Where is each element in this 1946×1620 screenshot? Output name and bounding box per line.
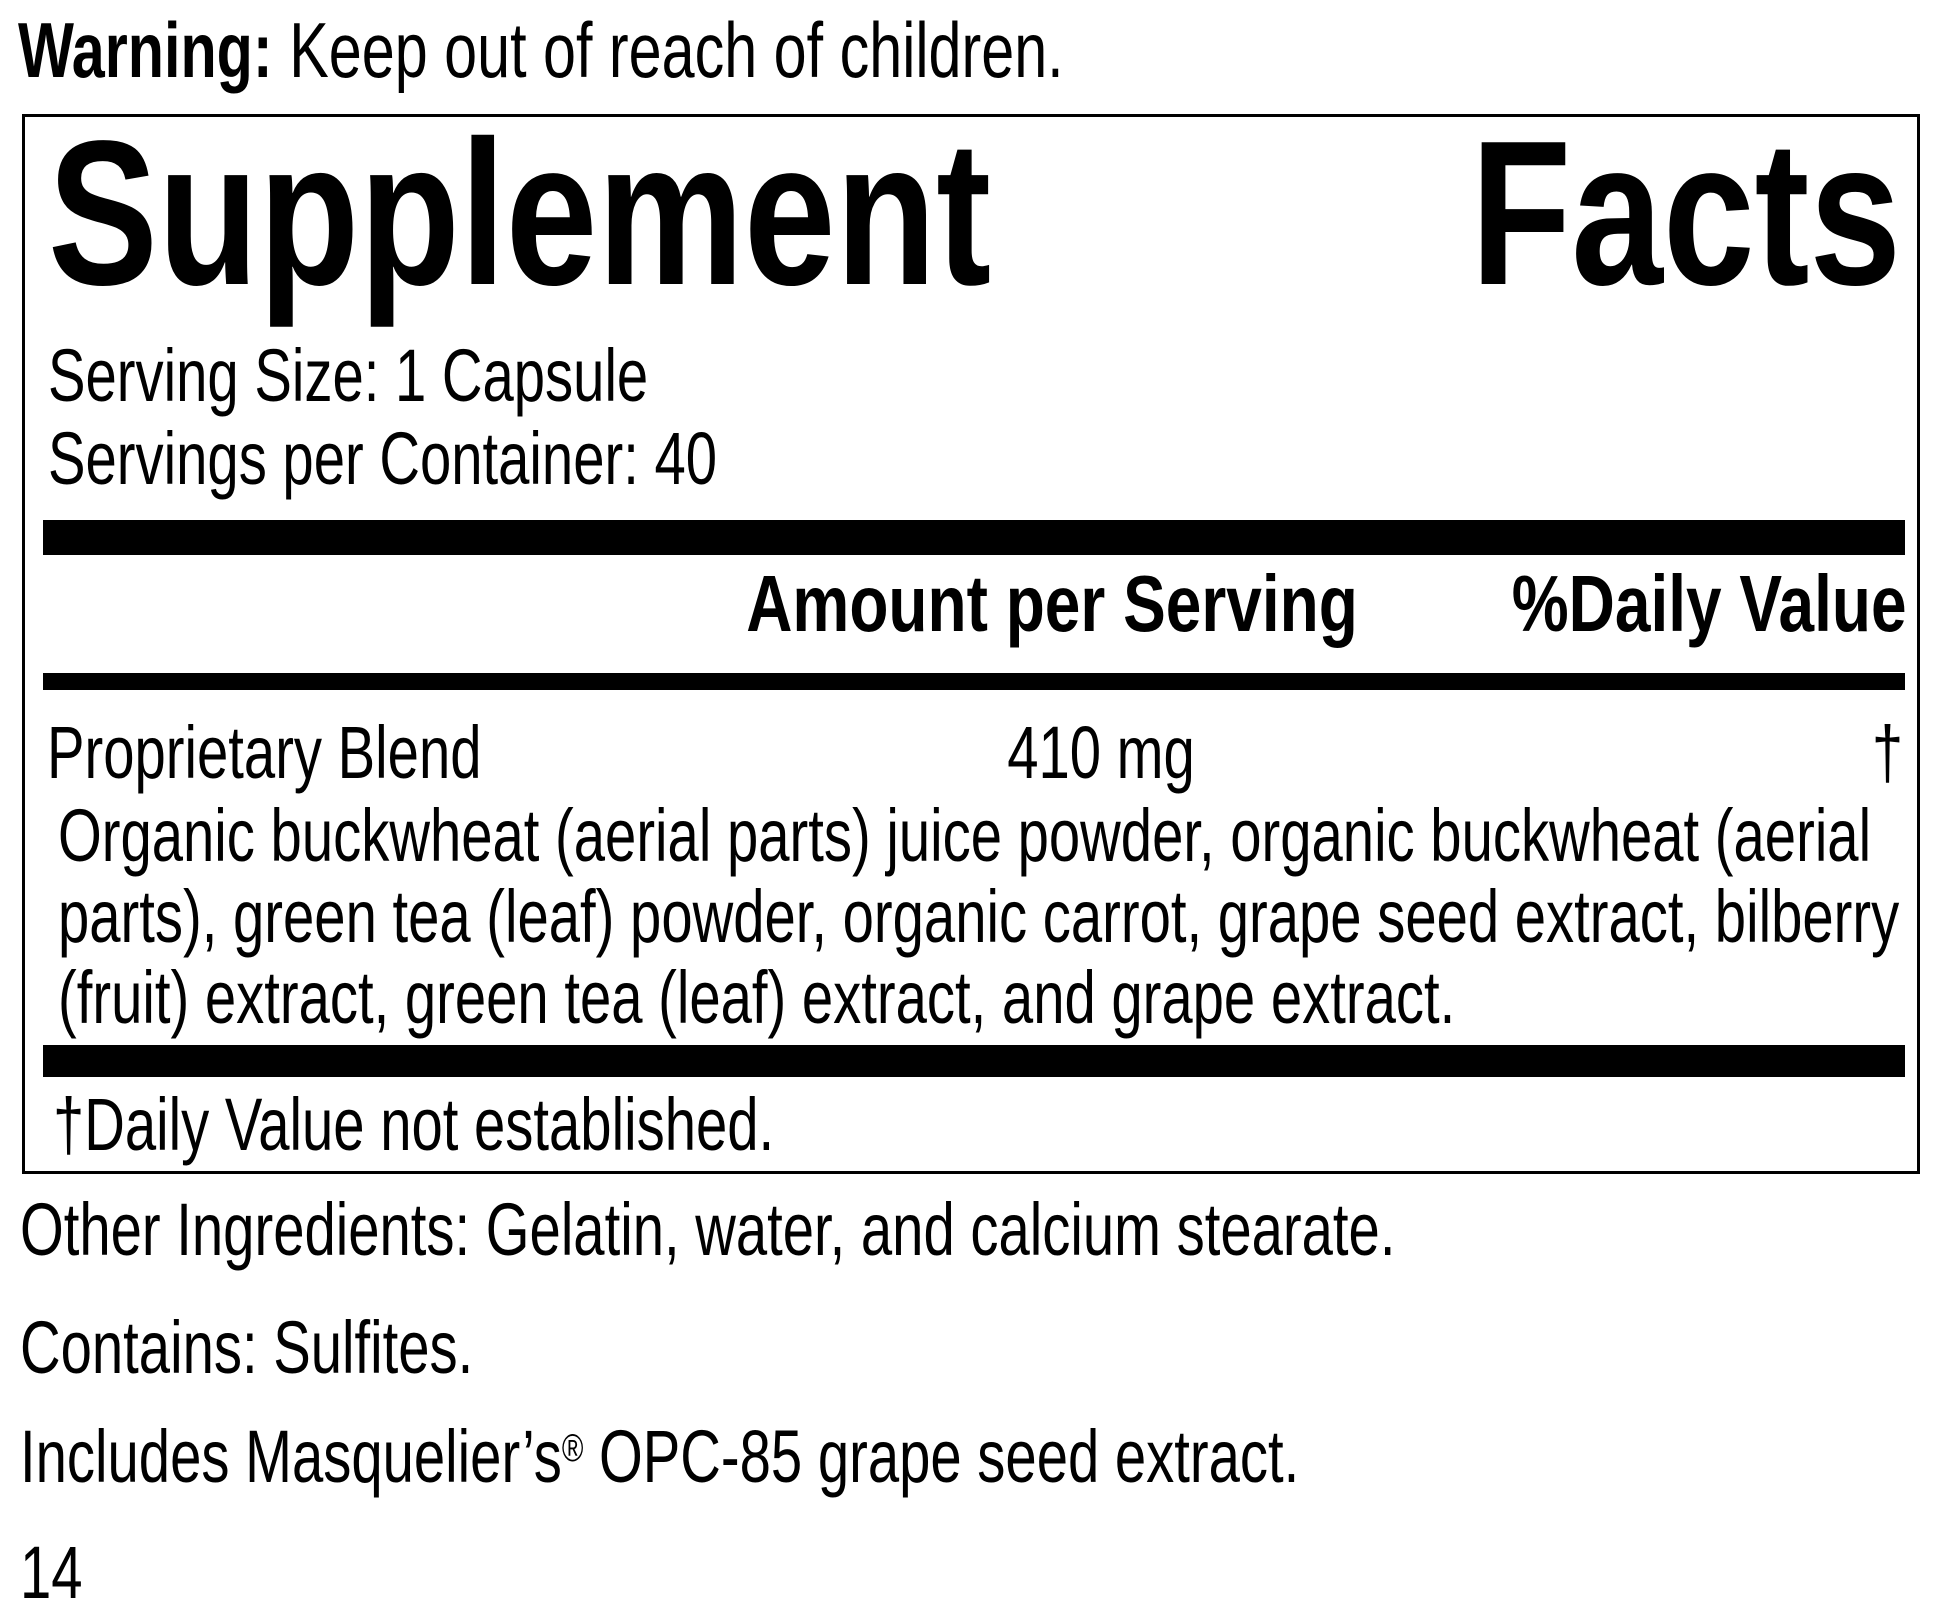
title-word-facts: Facts [1470,98,1901,328]
contains-line: Contains: Sulfites. [20,1306,474,1389]
thick-divider-bottom [43,1045,1905,1077]
blend-description-line: Organic buckwheat (aerial parts) juice p… [58,794,1872,877]
proprietary-blend-name: Proprietary Blend [47,711,482,794]
medium-divider-header [43,673,1905,690]
blend-description-line: parts), green tea (leaf) powder, organic… [58,875,1900,958]
warning-line: Warning: Keep out of reach of children. [18,11,1394,89]
registered-trademark-symbol: ® [561,1426,584,1470]
serving-size-line: Serving Size: 1 Capsule [48,334,649,417]
warning-label: Warning: [18,6,273,94]
proprietary-blend-description: Organic buckwheat (aerial parts) juice p… [58,795,1946,1038]
thick-divider-top [43,520,1905,555]
daily-value-footnote: †Daily Value not established. [53,1083,775,1166]
includes-masqueliers-line: Includes Masquelier’s® OPC-85 grape seed… [20,1420,1703,1494]
page-number: 14 [20,1531,83,1614]
title-word-supplement: Supplement [48,98,992,328]
panel-title: Supplement Facts [48,110,1901,316]
proprietary-blend-daily-value-dagger: † [1871,711,1903,794]
warning-text: Keep out of reach of children. [289,6,1064,94]
servings-per-container-line: Servings per Container: 40 [48,417,718,500]
includes-suffix: OPC-85 grape seed extract. [583,1415,1300,1498]
supplement-facts-panel: Supplement Facts Serving Size: 1 Capsule… [22,110,1920,1174]
includes-prefix: Includes Masquelier’s [20,1415,562,1498]
blend-description-line: (fruit) extract, green tea (leaf) extrac… [58,956,1456,1039]
other-ingredients-line: Other Ingredients: Gelatin, water, and c… [20,1188,1396,1271]
column-header-amount-per-serving: Amount per Serving [746,559,1358,648]
column-header-daily-value: %Daily Value [1512,559,1907,648]
proprietary-blend-amount: 410 mg [1007,711,1195,794]
